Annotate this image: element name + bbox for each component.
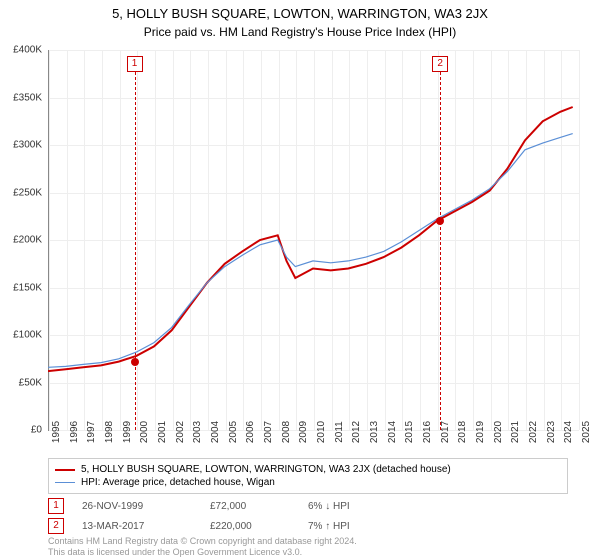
datapoint-delta: 6% ↓ HPI (308, 501, 388, 512)
marker-box-1: 1 (127, 56, 143, 72)
y-axis-label: £50K (19, 377, 42, 388)
gridline-v (579, 50, 580, 430)
legend-swatch (55, 482, 75, 483)
marker-dot-1 (131, 358, 139, 366)
datapoint-marker-box: 1 (48, 498, 64, 514)
marker-box-2: 2 (432, 56, 448, 72)
datapoint-price: £220,000 (210, 521, 290, 532)
series-line-hpi (48, 134, 573, 368)
y-axis-label: £300K (13, 140, 42, 151)
legend-swatch (55, 469, 75, 471)
y-axis-label: £200K (13, 235, 42, 246)
footer-line2: This data is licensed under the Open Gov… (48, 547, 357, 558)
datapoint-row: 1 26-NOV-1999 £72,000 6% ↓ HPI (48, 496, 568, 516)
datapoint-table: 1 26-NOV-1999 £72,000 6% ↓ HPI 2 13-MAR-2017 £… (48, 496, 568, 536)
chart-title: 5, HOLLY BUSH SQUARE, LOWTON, WARRINGTON… (0, 0, 600, 21)
legend-item: 5, HOLLY BUSH SQUARE, LOWTON, WARRINGTON… (55, 463, 561, 476)
y-axis-label: £350K (13, 92, 42, 103)
legend-label: HPI: Average price, detached house, Wiga… (81, 477, 275, 488)
y-axis-label: £250K (13, 187, 42, 198)
chart-subtitle: Price paid vs. HM Land Registry's House … (0, 21, 600, 39)
x-axis-label: 2025 (581, 421, 592, 443)
datapoint-date: 13-MAR-2017 (82, 521, 192, 532)
series-line-price_paid (48, 107, 573, 371)
line-series-svg (48, 50, 578, 430)
legend: 5, HOLLY BUSH SQUARE, LOWTON, WARRINGTON… (48, 458, 568, 494)
footer-attribution: Contains HM Land Registry data © Crown c… (48, 536, 357, 558)
datapoint-row: 2 13-MAR-2017 £220,000 7% ↑ HPI (48, 516, 568, 536)
datapoint-date: 26-NOV-1999 (82, 501, 192, 512)
datapoint-marker-box: 2 (48, 518, 64, 534)
y-axis-label: £100K (13, 330, 42, 341)
datapoint-delta: 7% ↑ HPI (308, 521, 388, 532)
y-axis-label: £150K (13, 282, 42, 293)
marker-dot-2 (436, 217, 444, 225)
y-axis-label: £0 (31, 425, 42, 436)
legend-label: 5, HOLLY BUSH SQUARE, LOWTON, WARRINGTON… (81, 464, 451, 475)
footer-line1: Contains HM Land Registry data © Crown c… (48, 536, 357, 547)
datapoint-price: £72,000 (210, 501, 290, 512)
chart-container: 5, HOLLY BUSH SQUARE, LOWTON, WARRINGTON… (0, 0, 600, 560)
y-axis-label: £400K (13, 45, 42, 56)
chart-area: £0£50K£100K£150K£200K£250K£300K£350K£400… (48, 50, 578, 430)
legend-item: HPI: Average price, detached house, Wiga… (55, 476, 561, 489)
